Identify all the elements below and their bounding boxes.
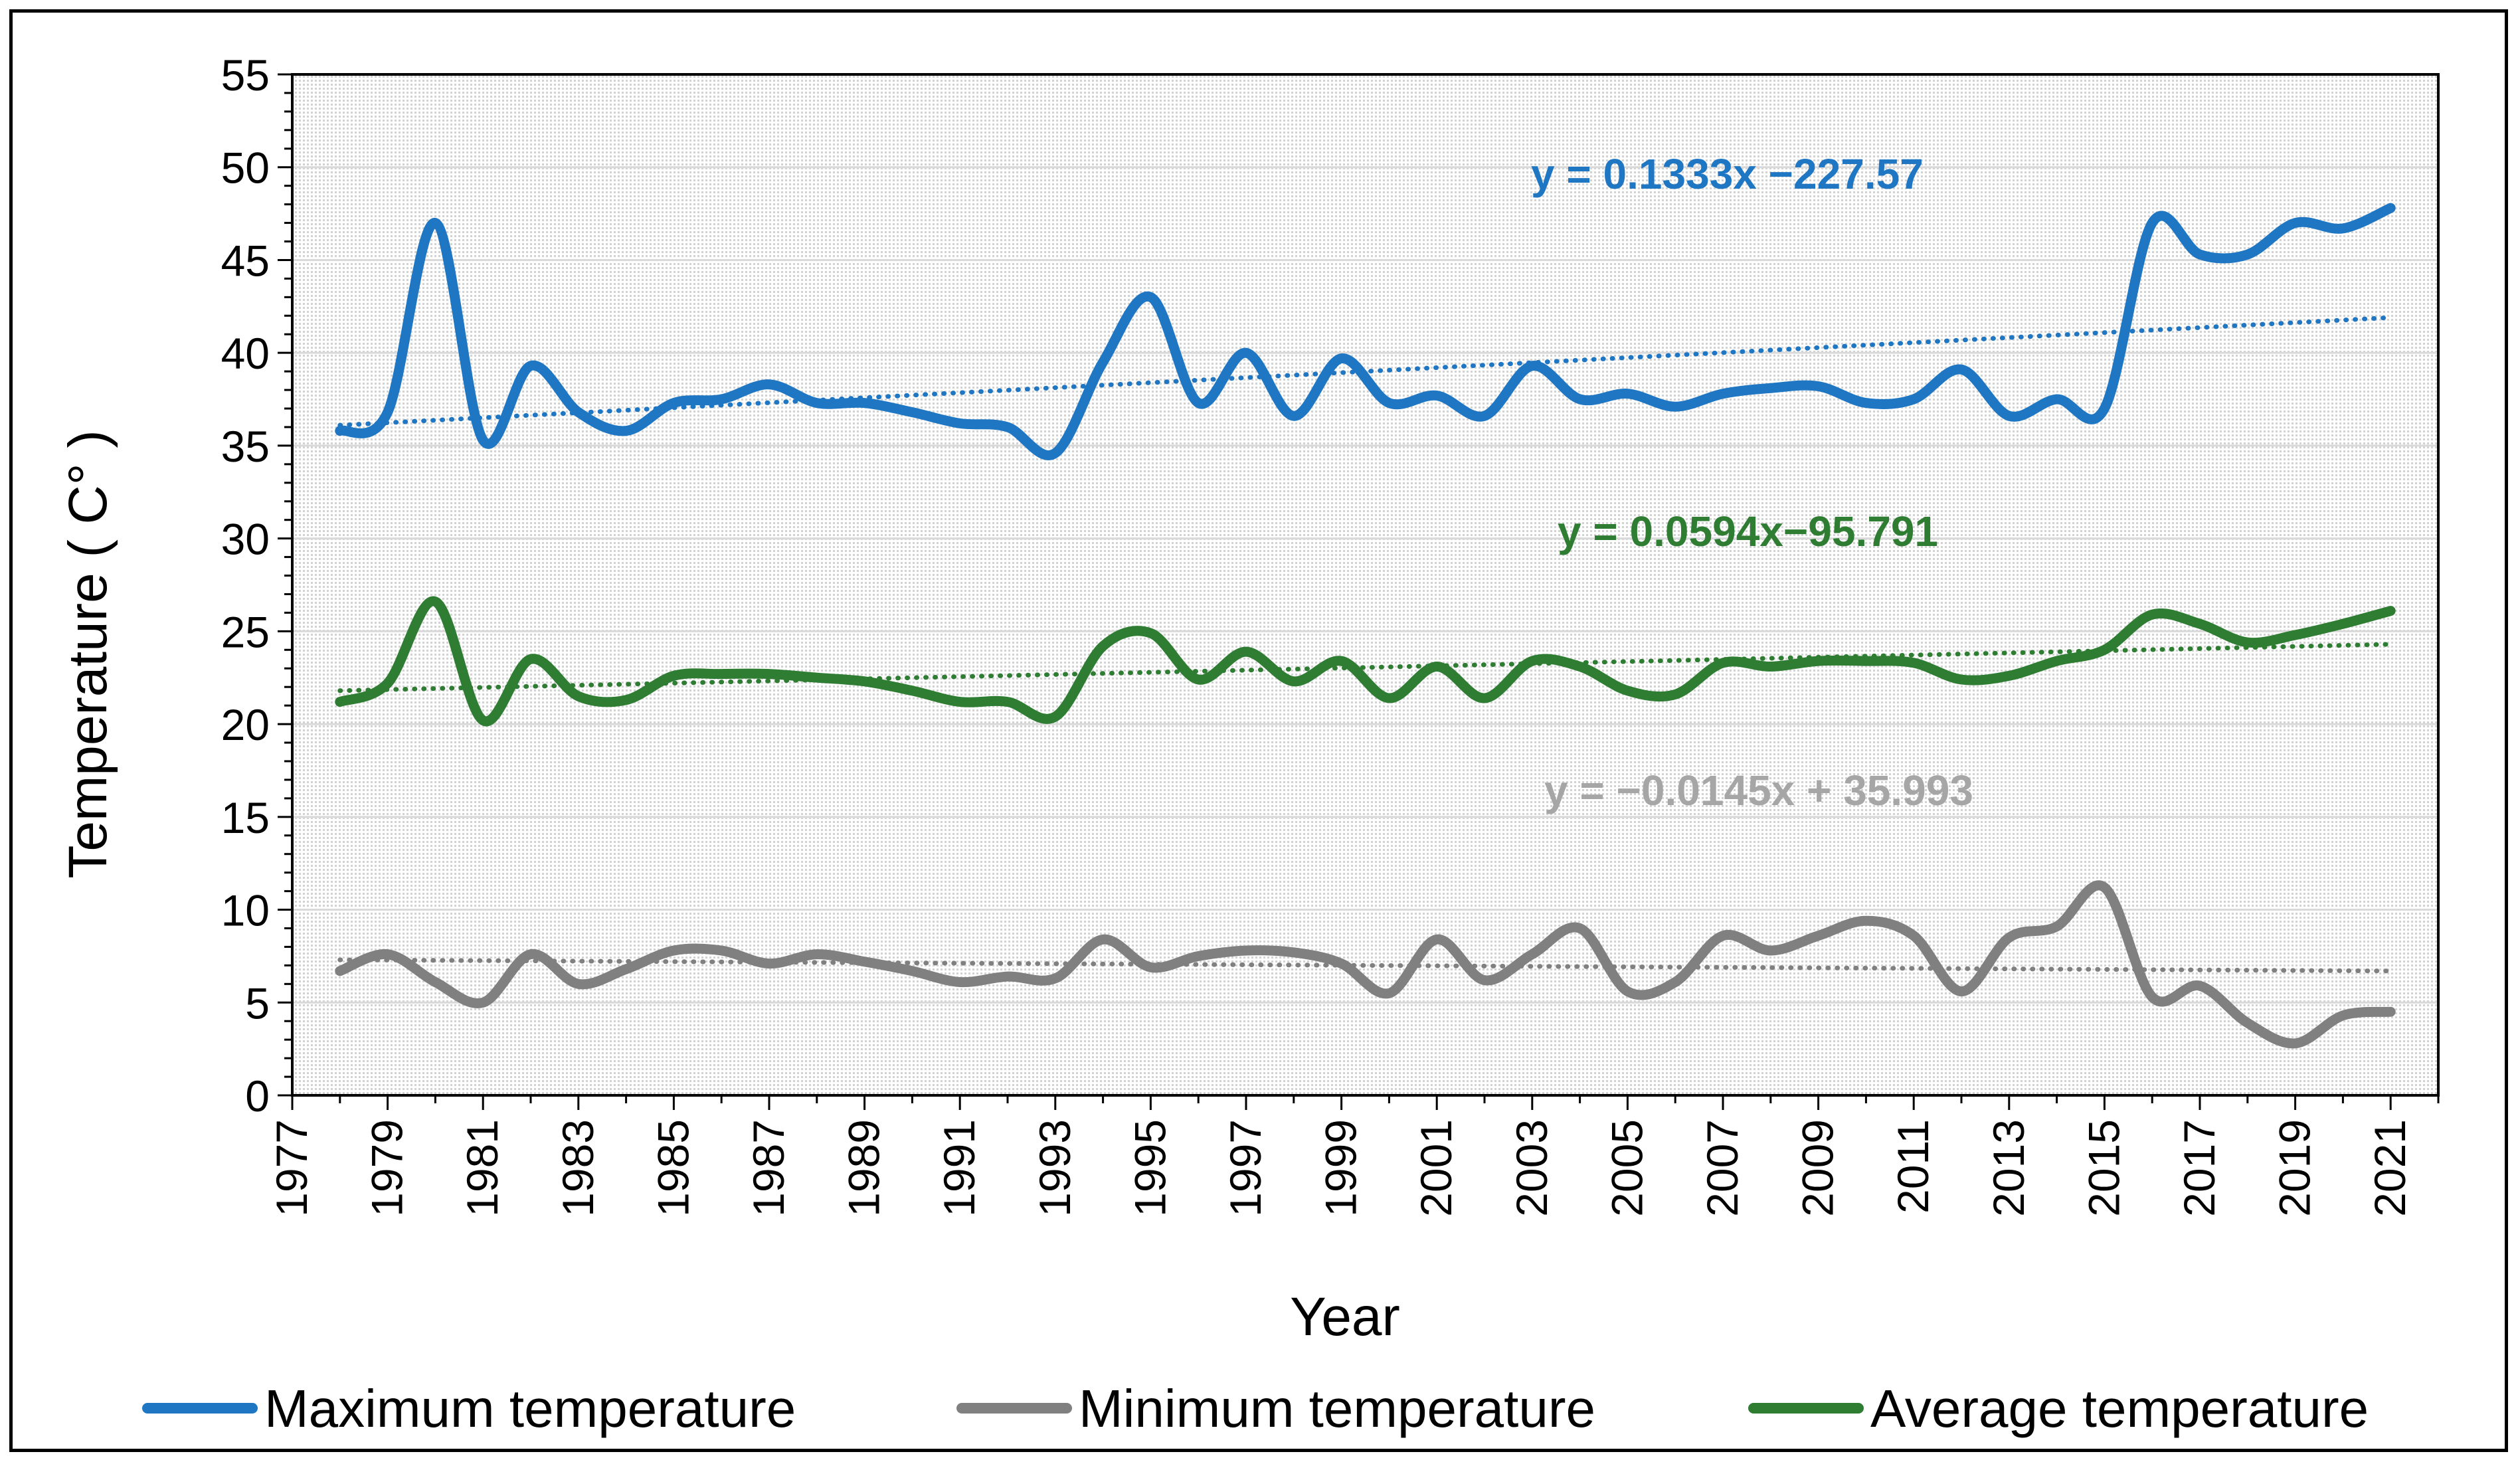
plot-area bbox=[292, 74, 2438, 1095]
y-tick-label-10: 10 bbox=[221, 886, 270, 935]
legend-label-average: Average temperature bbox=[1870, 1379, 2369, 1438]
x-tick-label-1993: 1993 bbox=[1030, 1119, 1079, 1217]
x-tick-label-1985: 1985 bbox=[648, 1119, 697, 1217]
x-tick-label-2001: 2001 bbox=[1411, 1119, 1461, 1217]
gridlines bbox=[292, 73, 2438, 1004]
x-tick-label-1991: 1991 bbox=[935, 1119, 984, 1217]
y-tick-label-25: 25 bbox=[221, 607, 270, 656]
series-lines bbox=[335, 203, 2396, 1049]
trendline-minimum bbox=[337, 957, 2393, 974]
y-tick-label-15: 15 bbox=[221, 793, 270, 842]
trendlines bbox=[337, 315, 2393, 974]
legend-label-maximum: Maximum temperature bbox=[264, 1379, 796, 1438]
x-tick-label-1995: 1995 bbox=[1125, 1119, 1174, 1217]
y-tick-label-20: 20 bbox=[221, 700, 270, 749]
x-tick-label-2017: 2017 bbox=[2175, 1119, 2224, 1217]
x-tick-label-2015: 2015 bbox=[2079, 1119, 2128, 1217]
x-tick-label-1989: 1989 bbox=[840, 1119, 889, 1217]
x-tick-label-1977: 1977 bbox=[267, 1119, 316, 1217]
x-tick-label-2003: 2003 bbox=[1507, 1119, 1556, 1217]
x-tick-label-2013: 2013 bbox=[1984, 1119, 2033, 1217]
trendline-average bbox=[337, 642, 2393, 693]
tick-labels: 0 5 10 15 20 25 30 35 40 45 50 55 1977 1979 1981 1983 19… bbox=[221, 50, 2415, 1217]
y-tick-label-55: 55 bbox=[221, 50, 270, 100]
x-tick-label-1987: 1987 bbox=[744, 1119, 793, 1217]
x-tick-label-2009: 2009 bbox=[1793, 1119, 1843, 1217]
x-tick-label-1983: 1983 bbox=[553, 1119, 602, 1217]
equation-maximum: y = 0.1333x −227.57 bbox=[1531, 150, 1924, 198]
y-tick-label-45: 45 bbox=[221, 236, 270, 285]
y-tick-label-0: 0 bbox=[245, 1071, 270, 1121]
plot-border bbox=[291, 73, 2440, 1097]
legend-label-minimum: Minimum temperature bbox=[1079, 1379, 1595, 1438]
series-line-minimum bbox=[335, 880, 2396, 1049]
y-axis-title: Temperature ( C° ) bbox=[58, 430, 118, 878]
equation-average: y = 0.0594x−95.791 bbox=[1558, 507, 1938, 555]
y-tick-label-50: 50 bbox=[221, 143, 270, 193]
x-tick-label-1981: 1981 bbox=[458, 1119, 507, 1217]
series-line-average bbox=[335, 596, 2396, 727]
x-tick-label-2021: 2021 bbox=[2365, 1119, 2414, 1217]
y-tick-label-35: 35 bbox=[221, 422, 270, 471]
x-tick-label-2005: 2005 bbox=[1602, 1119, 1651, 1217]
x-tick-label-2007: 2007 bbox=[1698, 1119, 1747, 1217]
y-tick-label-40: 40 bbox=[221, 329, 270, 378]
x-tick-label-1997: 1997 bbox=[1221, 1119, 1270, 1217]
axes bbox=[278, 73, 2440, 1110]
y-tick-label-5: 5 bbox=[245, 978, 270, 1028]
equation-minimum: y = −0.0145x + 35.993 bbox=[1544, 767, 1973, 814]
x-tick-label-1979: 1979 bbox=[363, 1119, 412, 1217]
series-line-maximum bbox=[335, 203, 2396, 460]
y-tick-label-30: 30 bbox=[221, 515, 270, 564]
x-tick-label-2019: 2019 bbox=[2270, 1119, 2319, 1217]
x-tick-label-1999: 1999 bbox=[1316, 1119, 1366, 1217]
x-axis-title: Year bbox=[1290, 1287, 1400, 1347]
legend: Maximum temperature Minimum temperature … bbox=[142, 1379, 2369, 1438]
trendline-maximum bbox=[337, 315, 2393, 428]
x-tick-label-2011: 2011 bbox=[1888, 1119, 1937, 1214]
